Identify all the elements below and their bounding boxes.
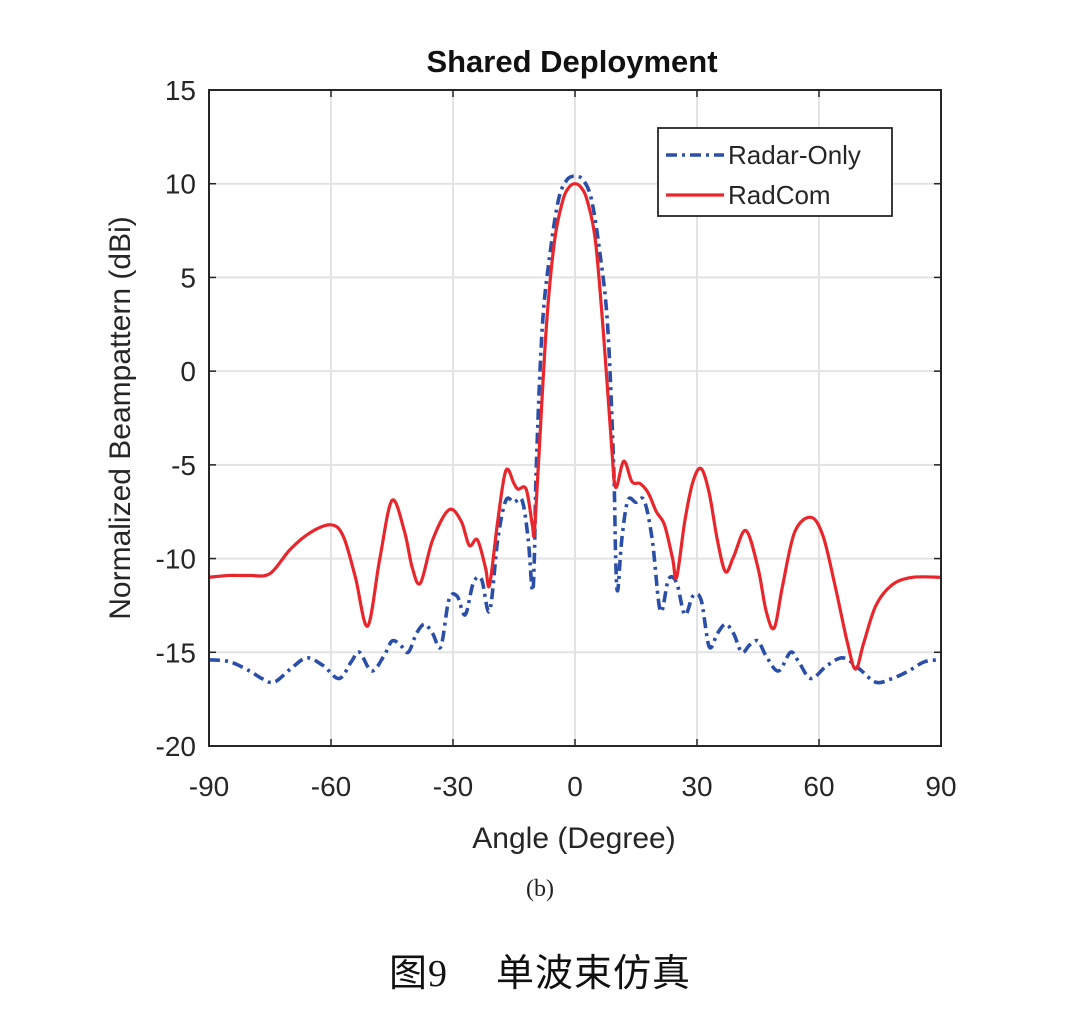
legend-label: Radar-Only [728,140,861,170]
axes: -90 -60 -30 0 30 60 90 15 10 5 0 -5 -10 -15 -20 [156,75,957,802]
x-tick-label: 60 [803,771,834,802]
x-tick-label: 30 [681,771,712,802]
series-layer [208,174,942,685]
x-axis-label: Angle (Degree) [472,822,675,855]
y-tick-label: -10 [156,544,196,575]
y-tick-label: 15 [165,75,196,106]
figure-title: 单波束仿真 [496,953,692,995]
y-tick-label: 0 [180,356,196,387]
y-tick-label: 5 [180,262,196,293]
y-tick-label: -5 [171,450,196,481]
x-tick-label: -30 [433,771,473,802]
x-tick-label: -60 [311,771,351,802]
series-line-radcom [208,182,942,671]
figure-number: 图9 [388,953,448,995]
legend-box [657,127,893,217]
x-tick-label: 90 [925,771,956,802]
x-tick-label: 0 [567,771,583,802]
y-tick-label: 10 [165,169,196,200]
y-axis-label: Normalized Beampattern (dBi) [104,216,137,620]
chart-title: Shared Deployment [426,44,717,79]
x-tick-label: -90 [189,771,229,802]
legend: Radar-Only RadCom [657,127,893,217]
legend-label: RadCom [728,180,831,210]
y-tick-label: -15 [156,637,196,668]
series-line-radar-only [208,174,942,685]
y-tick-label: -20 [156,731,196,762]
figure-caption: 图9 单波束仿真 [0,942,1080,997]
subfigure-label: (b) [526,876,554,902]
